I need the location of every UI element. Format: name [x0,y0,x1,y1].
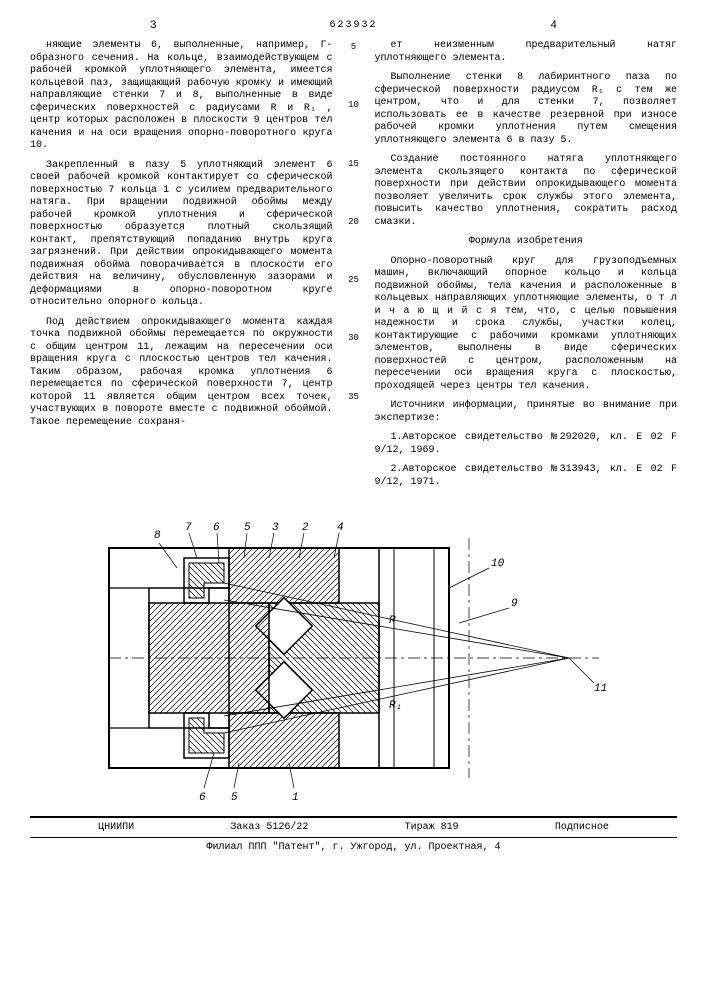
fig-label-8: 8 [154,530,161,542]
fig-label-2: 2 [302,522,309,534]
line-num: 10 [348,100,359,111]
right-p2: Выполнение стенки 8 лабиринтного паза по… [375,72,678,147]
line-num: 5 [351,42,356,53]
fig-label-9: 9 [511,598,518,610]
right-p7: 2.Авторское свидетельство №313943, кл. E… [375,464,678,489]
fig-label-4: 4 [337,522,344,534]
page-num-right: 4 [550,20,557,32]
fig-label-7: 7 [185,522,192,534]
right-p5: Источники информации, принятые во вниман… [375,400,678,425]
left-p2: Закрепленный в пазу 5 уплотняющий элемен… [30,160,333,310]
footer-sign: Подписное [555,822,609,833]
line-num: 25 [348,275,359,286]
right-column: ет неизменным предварительный натяг упло… [375,40,678,496]
line-number-gutter: 5 10 15 20 25 30 35 [347,40,361,496]
technical-drawing: 8 7 6 5 3 2 4 6 5 1 10 9 11 R R₁ [89,508,619,808]
line-num: 30 [348,333,359,344]
fig-label-11: 11 [594,683,607,695]
doc-number: 623932 [329,20,377,31]
fig-label-10: 10 [491,558,505,570]
footer-order: Заказ 5126/22 [230,822,308,833]
footer: ЦНИИПИ Заказ 5126/22 Тираж 819 Подписное… [30,816,677,857]
formula-title: Формула изобретения [375,236,678,249]
line-num: 20 [348,217,359,228]
right-p1: ет неизменным предварительный натяг упло… [375,40,678,65]
footer-tirazh: Тираж 819 [405,822,459,833]
line-num: 15 [348,159,359,170]
fig-label-6b: 6 [199,792,206,804]
page-num-left: 3 [150,20,157,32]
line-num: 35 [348,392,359,403]
left-column: няющие элементы 6, выполненные, например… [30,40,333,496]
left-p1: няющие элементы 6, выполненные, например… [30,40,333,153]
footer-org: ЦНИИПИ [98,822,134,833]
fig-label-1: 1 [292,792,299,804]
footer-address: Филиал ППП "Патент", г. Ужгород, ул. Про… [30,838,677,857]
fig-label-R1: R₁ [389,700,402,712]
fig-label-6: 6 [213,522,220,534]
right-p3: Создание постоянного натяга уплотняющего… [375,154,678,229]
fig-label-5: 5 [244,522,251,534]
fig-label-R: R [389,615,396,627]
fig-label-5b: 5 [231,792,238,804]
right-p4: Опорно-поворотный круг для грузоподъемны… [375,256,678,394]
fig-label-3: 3 [272,522,279,534]
left-p3: Под действием опрокидывающего момента ка… [30,317,333,430]
right-p6: 1.Авторское свидетельство №292020, кл. E… [375,432,678,457]
